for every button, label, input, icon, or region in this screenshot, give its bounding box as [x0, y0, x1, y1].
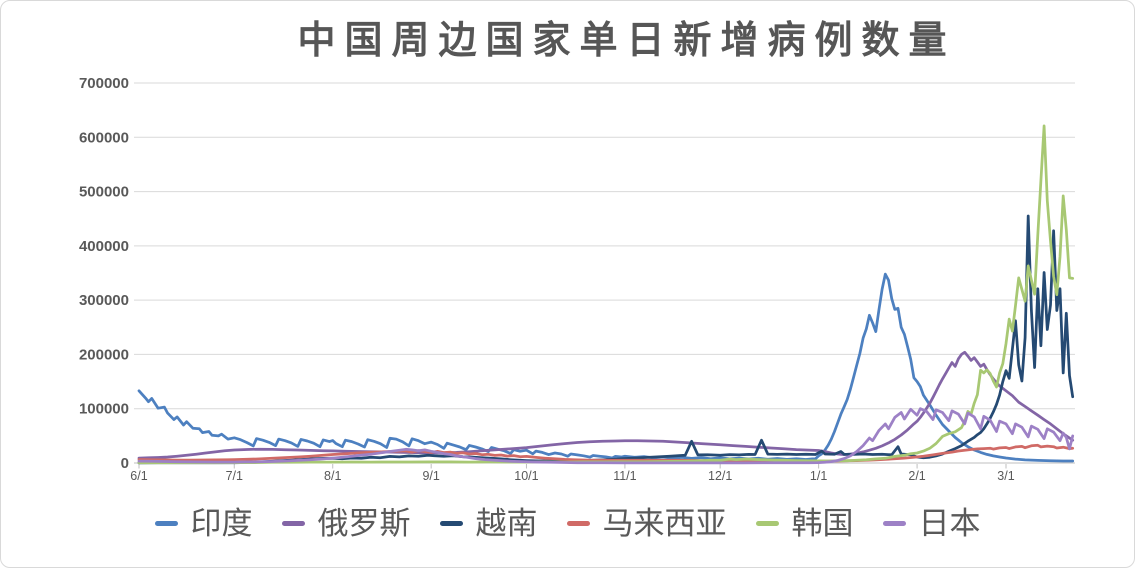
series-line-malaysia: [137, 443, 1075, 463]
series-line-vietnam: [137, 214, 1075, 465]
y-tick-label-0: 0: [121, 455, 129, 472]
legend-swatch-japan: [882, 520, 906, 526]
series-line-india: [137, 272, 1075, 463]
x-tick-label-11/1: 11/1: [613, 469, 636, 483]
series-line-japan: [137, 407, 1075, 465]
legend-item-india: 印度: [154, 505, 253, 541]
legend-swatch-india: [154, 520, 178, 526]
legend-item-malaysia: 马来西亚: [566, 505, 727, 541]
x-tick-label-10/1: 10/1: [514, 469, 538, 483]
legend-label-japan: 日本: [918, 505, 981, 541]
legend-swatch-vietnam: [439, 520, 463, 526]
legend-item-japan: 日本: [882, 505, 981, 541]
legend-label-russia: 俄罗斯: [317, 505, 411, 541]
y-tick-label-400000: 400000: [79, 238, 129, 255]
y-tick-label-600000: 600000: [79, 129, 129, 146]
y-tick-label-300000: 300000: [79, 292, 129, 309]
chart-title: 中国周边国家单日新增病例数量: [297, 20, 956, 62]
legend-swatch-korea: [755, 520, 779, 526]
legend-swatch-malaysia: [566, 520, 590, 526]
legend-label-korea: 韩国: [791, 505, 854, 541]
legend-label-malaysia: 马来西亚: [602, 505, 727, 541]
x-tick-label-2/1: 2/1: [908, 469, 925, 483]
legend-item-korea: 韩国: [755, 505, 854, 541]
legend-item-vietnam: 越南: [439, 505, 538, 541]
x-tick-label-3/1: 3/1: [997, 469, 1014, 483]
x-tick-label-6/1: 6/1: [130, 469, 147, 483]
series-line-korea: [137, 124, 1075, 465]
y-tick-label-200000: 200000: [79, 346, 129, 363]
x-tick-label-12/1: 12/1: [708, 469, 732, 483]
legend: 印度 俄罗斯 越南 马来西亚 韩国 日本: [1, 500, 1134, 546]
x-tick-label-1/1: 1/1: [810, 469, 827, 483]
legend-label-vietnam: 越南: [475, 505, 538, 541]
x-tick-label-9/1: 9/1: [422, 469, 439, 483]
y-tick-label-100000: 100000: [79, 401, 129, 418]
y-tick-label-700000: 700000: [79, 75, 129, 92]
y-tick-label-500000: 500000: [79, 184, 129, 201]
legend-swatch-russia: [281, 520, 305, 526]
x-tick-label-8/1: 8/1: [324, 469, 341, 483]
x-tick-label-7/1: 7/1: [226, 469, 243, 483]
series-line-russia: [137, 350, 1075, 460]
legend-item-russia: 俄罗斯: [281, 505, 411, 541]
legend-label-india: 印度: [190, 505, 253, 541]
